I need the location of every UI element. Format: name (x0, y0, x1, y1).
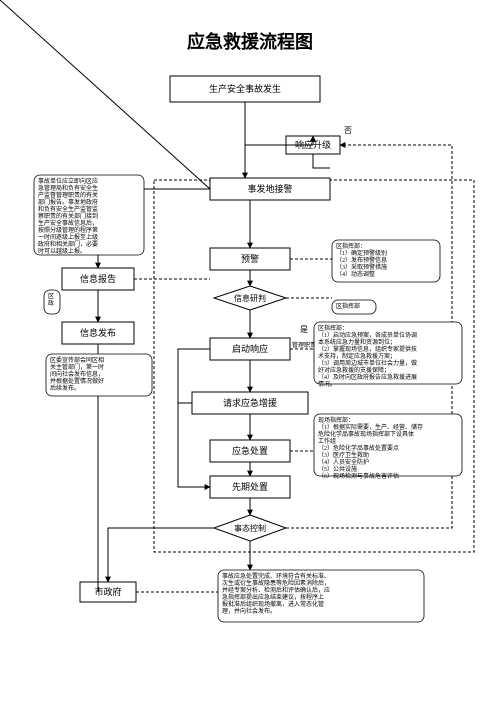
svg-text:事故单位应立即向区应: 事故单位应立即向区应 (38, 177, 98, 185)
svg-text:生产安全事故信息后，: 生产安全事故信息后， (38, 219, 98, 227)
svg-text:产监督管理职责的有关: 产监督管理职责的有关 (38, 191, 98, 199)
svg-text:术支持，制定应急救援方案；: 术支持，制定应急救援方案； (318, 352, 396, 360)
svg-text:间向社会发布信息，: 间向社会发布信息， (50, 370, 104, 378)
svg-text:应急处置: 应急处置 (232, 445, 268, 456)
svg-text:区指挥部：: 区指挥部： (318, 324, 348, 332)
svg-text:市政府: 市政府 (94, 586, 121, 597)
svg-text:（1）根据实际需要，生产、经营、储存: （1）根据实际需要，生产、经营、储存 (318, 423, 423, 431)
svg-text:（1）启动应急预案，各成员单位协调: （1）启动应急预案，各成员单位协调 (318, 331, 417, 339)
svg-text:（2）危险化学品事故处置要点: （2）危险化学品事故处置要点 (318, 444, 399, 452)
svg-text:先期处置: 先期处置 (232, 481, 268, 492)
svg-text:请求应急增援: 请求应急增援 (223, 397, 277, 408)
svg-text:（5）公共设施: （5）公共设施 (318, 465, 357, 473)
svg-text:报批准后组织现场撤离，进入常态化管: 报批准后组织现场撤离，进入常态化管 (222, 600, 324, 608)
svg-text:一时间逐级上报至上级: 一时间逐级上报至上级 (38, 233, 98, 241)
svg-text:工作组: 工作组 (318, 437, 336, 445)
svg-text:信息研判: 信息研判 (234, 293, 266, 303)
svg-text:是: 是 (300, 325, 308, 334)
svg-text:情况。: 情况。 (318, 380, 336, 388)
svg-text:关主管部门，第一时: 关主管部门，第一时 (50, 363, 104, 371)
svg-text:（3）调用周边城市单位社会力量，做: （3）调用周边城市单位社会力量，做 (318, 359, 417, 367)
svg-text:（2）发布预警信息: （2）发布预警信息 (336, 256, 387, 264)
svg-text:否: 否 (344, 126, 352, 135)
svg-text:（4）动态调整: （4）动态调整 (336, 270, 375, 278)
svg-text:理，并向社会发布。: 理，并向社会发布。 (222, 607, 276, 615)
svg-text:（6）现场检测与事故危害评估: （6）现场检测与事故危害评估 (318, 472, 399, 480)
svg-text:应急救援流程图: 应急救援流程图 (187, 31, 313, 52)
svg-text:急管理局和负有安全生: 急管理局和负有安全生 (38, 184, 98, 192)
svg-text:后续发布。: 后续发布。 (50, 384, 80, 392)
svg-text:（4）人员安全防护: （4）人员安全防护 (318, 458, 369, 466)
svg-text:事发地接警: 事发地接警 (247, 183, 292, 194)
svg-text:政府和相关部门，必要: 政府和相关部门，必要 (38, 240, 98, 248)
svg-text:区指挥部: 区指挥部 (336, 302, 360, 310)
svg-text:预警: 预警 (241, 253, 259, 264)
svg-text:察职责的有关部门接到: 察职责的有关部门接到 (38, 212, 98, 220)
svg-text:并经专案分析、检测后和评估确认后，应: 并经专案分析、检测后和评估确认后，应 (222, 586, 330, 594)
svg-text:生产安全事故发生: 生产安全事故发生 (209, 83, 281, 94)
svg-text:区委宣传部会同区相: 区委宣传部会同区相 (50, 356, 104, 364)
svg-text:信息发布: 信息发布 (80, 327, 116, 338)
svg-text:危险化学品事故现场指挥部下设具体: 危险化学品事故现场指挥部下设具体 (318, 430, 414, 438)
svg-text:时可以越级上报。: 时可以越级上报。 (38, 247, 86, 255)
svg-text:政: 政 (48, 299, 54, 307)
svg-text:（3）采取预警措施: （3）采取预警措施 (336, 263, 387, 271)
svg-text:（2）掌握现场信息，组织专家提供技: （2）掌握现场信息，组织专家提供技 (318, 345, 417, 353)
svg-text:区指挥部：: 区指挥部： (336, 242, 366, 250)
svg-text:事态控制: 事态控制 (234, 523, 266, 533)
svg-text:事故应急处置完成、环境符合有关标准、: 事故应急处置完成、环境符合有关标准、 (222, 572, 330, 580)
svg-text:好对应急救援的支援保障；: 好对应急救援的支援保障； (318, 366, 390, 374)
svg-text:信息报告: 信息报告 (80, 273, 116, 284)
svg-text:现场指挥部：: 现场指挥部： (318, 416, 354, 424)
svg-text:区: 区 (48, 293, 54, 300)
svg-text:按照分级管理的程序第: 按照分级管理的程序第 (38, 226, 98, 234)
svg-text:（3）医疗卫生救助: （3）医疗卫生救助 (318, 451, 369, 459)
svg-text:（1）确定预警级别: （1）确定预警级别 (336, 249, 387, 257)
svg-text:次生或衍生事故隐患等危险因素消除后，: 次生或衍生事故隐患等危险因素消除后， (222, 579, 330, 587)
svg-text:本系统应急力量和资源到位；: 本系统应急力量和资源到位； (318, 338, 396, 346)
svg-text:急指挥部提出应急结束建议，按程序上: 急指挥部提出应急结束建议，按程序上 (222, 593, 324, 601)
svg-text:和负有安全生产监管监: 和负有安全生产监管监 (38, 205, 98, 213)
svg-text:部门报告。事发地政府: 部门报告。事发地政府 (38, 198, 98, 206)
svg-text:（4）及时向区政府报告应急救援进展: （4）及时向区政府报告应急救援进展 (318, 373, 417, 381)
svg-text:启动响应: 启动响应 (232, 343, 268, 354)
svg-text:并根据处置情况做好: 并根据处置情况做好 (50, 377, 104, 385)
